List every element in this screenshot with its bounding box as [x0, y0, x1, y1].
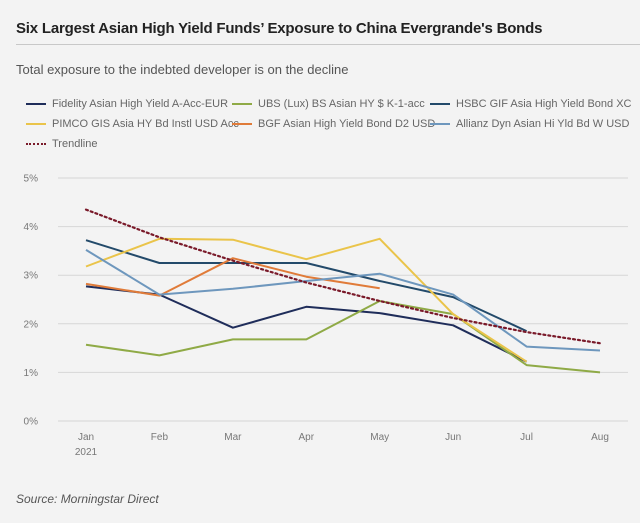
legend-swatch [26, 103, 46, 105]
y-tick-label: 4% [24, 222, 39, 233]
x-tick-label: Aug [591, 432, 609, 443]
series-line-2 [85, 239, 528, 333]
y-tick-label: 5% [24, 174, 39, 185]
legend-label: Trendline [52, 138, 98, 150]
chart-title: Six Largest Asian High Yield Funds’ Expo… [16, 20, 543, 37]
legend-item-hsbc: HSBC GIF Asia High Yield Bond XC [430, 98, 631, 110]
legend-swatch [232, 103, 252, 105]
legend-label: BGF Asian High Yield Bond D2 USD [258, 118, 436, 130]
axis-labels: 0% 1% 2% 3% 4% 5% Jan 2021 Feb Mar Apr May Jun Jul Aug [24, 174, 609, 459]
x-tick-label: Jan [78, 432, 94, 443]
legend-label: Allianz Dyn Asian Hi Yld Bd W USD [456, 118, 630, 130]
series-lines [84, 208, 602, 374]
legend-label: PIMCO GIS Asia HY Bd Instl USD Acc [52, 118, 239, 130]
series-line-4 [85, 257, 380, 297]
x-tick-label: Jun [445, 432, 461, 443]
legend-swatch [26, 123, 46, 125]
legend-swatch [430, 123, 450, 125]
y-tick-label: 3% [24, 271, 39, 282]
series-line-5 [85, 249, 601, 352]
legend-item-pimco: PIMCO GIS Asia HY Bd Instl USD Acc [26, 118, 239, 130]
series-line-6 [84, 208, 602, 345]
legend-item-ubs: UBS (Lux) BS Asian HY $ K-1-acc [232, 98, 425, 110]
y-tick-label: 2% [24, 319, 39, 330]
x-tick-label: Jul [520, 432, 533, 443]
y-tick-label: 1% [24, 368, 39, 379]
source-note: Source: Morningstar Direct [16, 492, 159, 506]
legend-swatch [232, 123, 252, 125]
legend-label: UBS (Lux) BS Asian HY $ K-1-acc [258, 98, 425, 110]
legend-item-fidelity: Fidelity Asian High Yield A-Acc-EUR [26, 98, 228, 110]
chart-subtitle: Total exposure to the indebted developer… [16, 62, 349, 77]
legend-label: Fidelity Asian High Yield A-Acc-EUR [52, 98, 229, 110]
title-divider [16, 44, 640, 45]
legend-item-allianz: Allianz Dyn Asian Hi Yld Bd W USD [430, 118, 629, 130]
legend-swatch [430, 103, 450, 105]
y-tick-label: 0% [24, 417, 39, 428]
legend-item-bgf: BGF Asian High Yield Bond D2 USD [232, 118, 435, 130]
x-tick-label: Feb [151, 432, 169, 443]
legend-label: HSBC GIF Asia High Yield Bond XC [456, 98, 632, 110]
x-tick-sublabel: 2021 [75, 447, 98, 458]
legend-swatch [26, 143, 46, 145]
legend-item-trendline: Trendline [26, 138, 97, 150]
series-line-1 [85, 300, 601, 374]
x-tick-label: Mar [224, 432, 242, 443]
series-line-3 [85, 237, 528, 363]
grid-lines [58, 177, 628, 422]
x-tick-label: Apr [299, 432, 315, 443]
x-tick-label: May [370, 432, 389, 443]
